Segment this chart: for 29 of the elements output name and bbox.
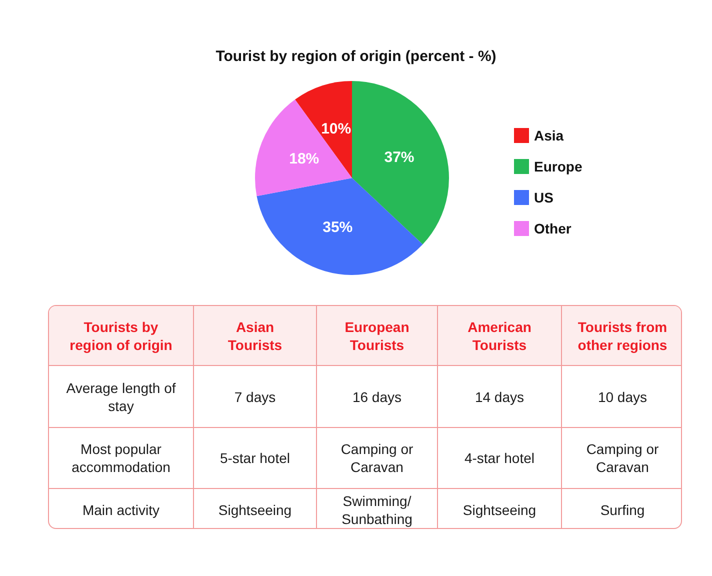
text: Sightseeing bbox=[218, 502, 292, 518]
text: 5-star hotel bbox=[220, 450, 290, 466]
text: Camping or Caravan bbox=[586, 441, 659, 475]
data-label: 18% bbox=[289, 150, 320, 168]
text: Camping or Caravan bbox=[340, 441, 414, 475]
text: 4-star hotel bbox=[464, 450, 535, 466]
text: 10 days bbox=[598, 388, 648, 404]
text: Tourists by region of origin bbox=[49, 306, 194, 366]
text: 14 days bbox=[474, 388, 524, 404]
text: 7 days bbox=[234, 388, 276, 404]
category-label: European Tourists bbox=[317, 306, 438, 366]
category-label: Asian Tourists bbox=[194, 306, 317, 366]
category-label: American Tourists bbox=[438, 306, 562, 366]
data-label: 37% bbox=[384, 149, 414, 166]
data-label: 10% bbox=[321, 120, 352, 138]
legend-label: Europe bbox=[534, 158, 582, 174]
text: 16 days bbox=[352, 388, 402, 404]
text: Swimming/ Sunbathing bbox=[342, 492, 412, 526]
category-label: Main activity bbox=[82, 502, 160, 518]
data-label: 35% bbox=[322, 218, 353, 236]
chart-title: Tourist by region of origin (percent - %) bbox=[216, 48, 496, 65]
legend-label: US bbox=[534, 190, 554, 206]
category-label: Most popular accommodation bbox=[72, 441, 170, 475]
text: Surfing bbox=[600, 502, 645, 518]
legend-label: Asia bbox=[534, 128, 564, 144]
legend-label: Other bbox=[534, 220, 572, 236]
category-label: Average length of stay bbox=[66, 380, 176, 414]
text: Sightseeing bbox=[462, 502, 536, 518]
category-label: Tourists from other regions bbox=[562, 306, 683, 366]
